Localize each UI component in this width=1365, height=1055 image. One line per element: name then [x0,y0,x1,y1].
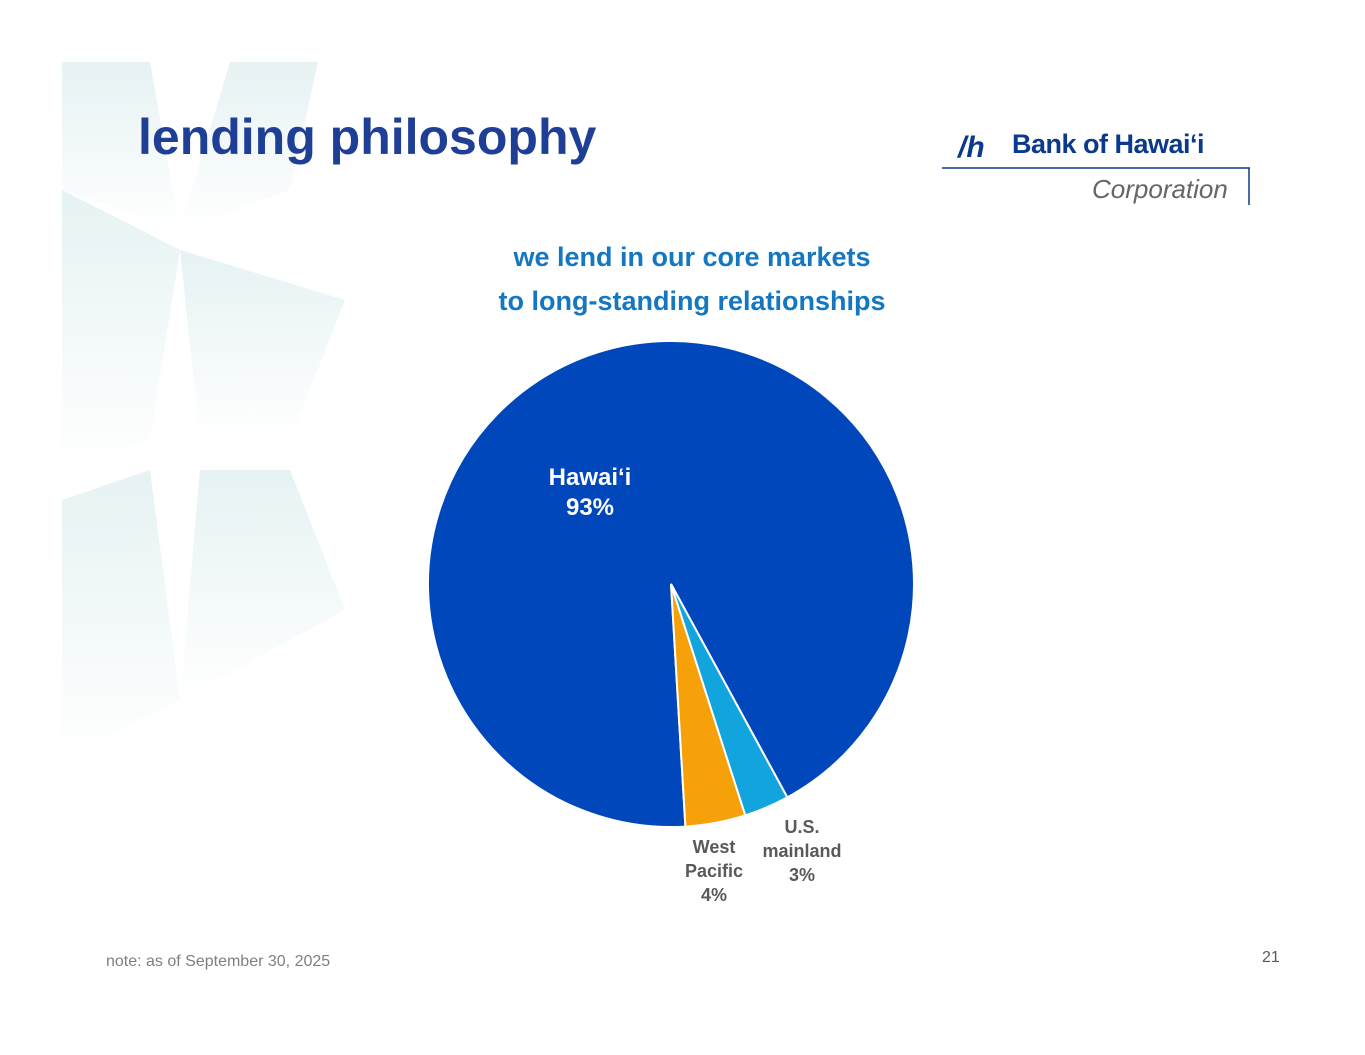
background-decoration [62,62,345,760]
pie [427,340,915,828]
slice-label: West Pacific [684,837,744,881]
slide-title: lending philosophy [138,109,597,165]
page-number: 21 [1262,949,1280,966]
pie-slice [670,583,789,817]
footnote: note: as of September 30, 2025 [106,953,331,970]
logo-subtitle: Corporation [1092,174,1228,204]
chart-subtitle: to long-standing relationships [498,286,886,316]
slice-label: U.S. mainland [762,817,842,861]
chart-subtitle: we lend in our core markets [513,242,871,272]
slice-value-label: 3% [788,865,815,885]
slice-value-label: 93% [565,494,615,521]
slice-label: Hawai‘i [548,464,632,491]
slice-value-label: 4% [700,885,727,905]
logo-name: Bank of Hawai‘i [1012,129,1205,159]
logo-mark: /h [956,131,985,164]
